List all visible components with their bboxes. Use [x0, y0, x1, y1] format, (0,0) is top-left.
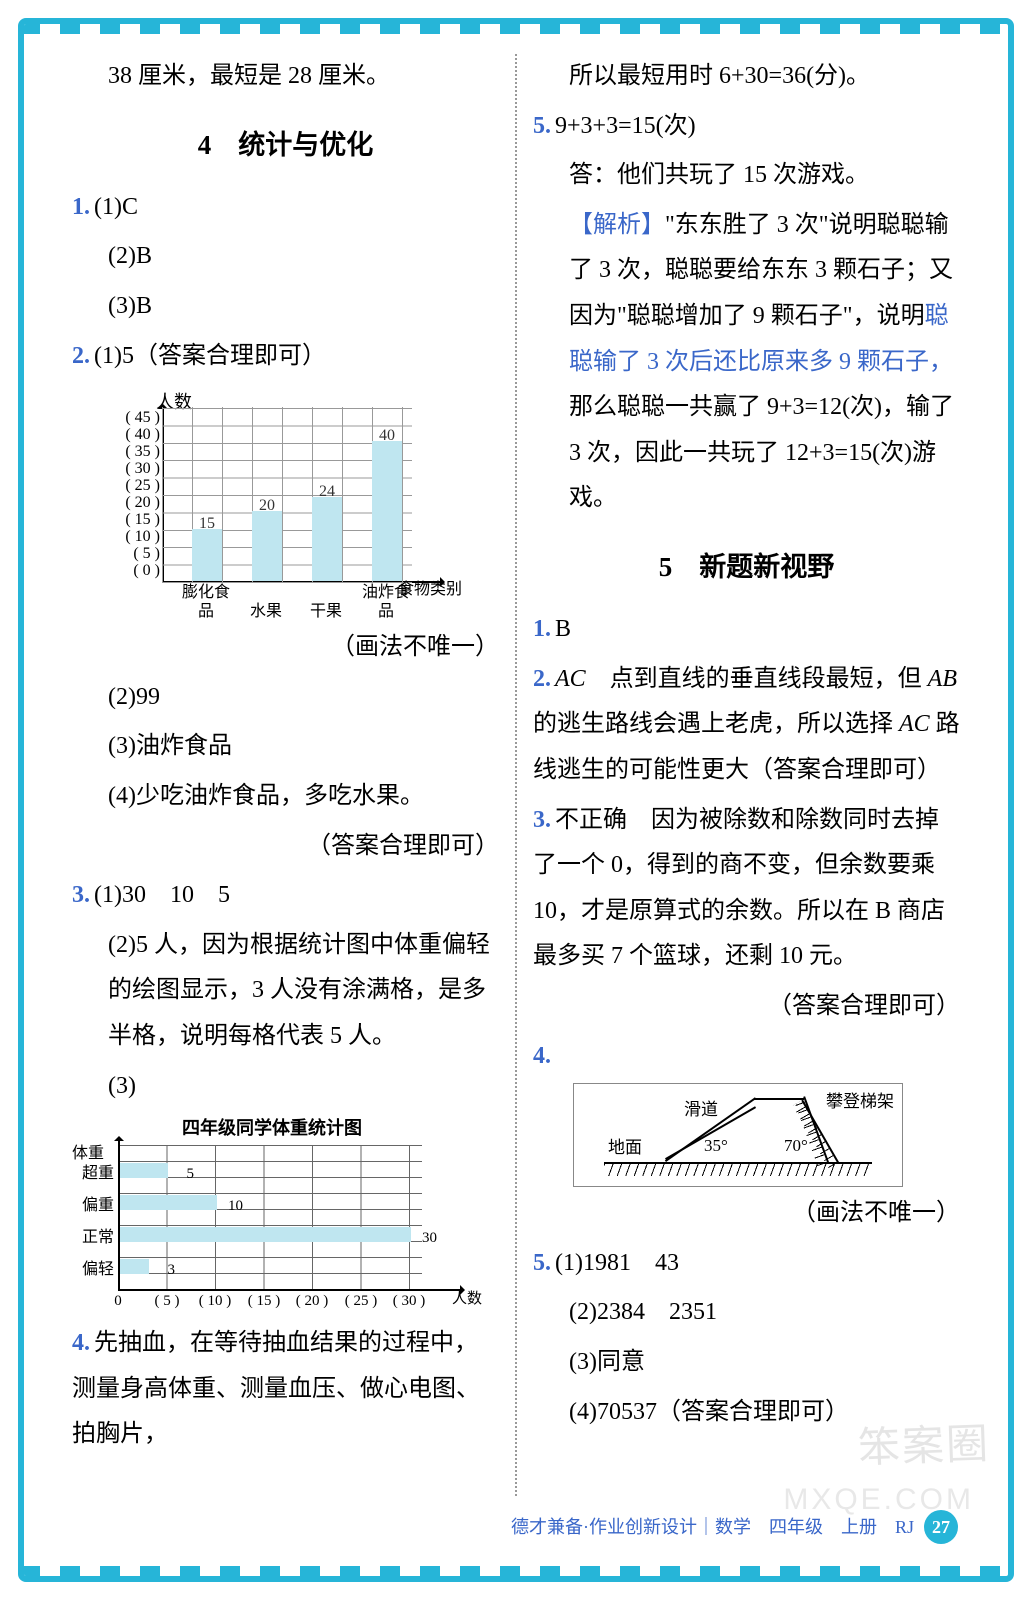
qnum-s5-3: 3.	[533, 807, 551, 833]
dia-angle-70: 70°	[784, 1130, 808, 1162]
q4: 4.先抽血，在等待抽血结果的过程中，测量身高体重、测量血压、做心电图、拍胸片，	[72, 1321, 499, 1458]
q2-note1: （画法不唯一）	[72, 625, 499, 671]
section-4-title: 4 统计与优化	[72, 120, 499, 171]
cat-1: 膨化食品	[176, 583, 236, 621]
q3-3: (3)	[72, 1064, 499, 1110]
analysis-label: 【解析】	[569, 212, 665, 238]
dia-angle-35: 35°	[704, 1130, 728, 1162]
s5q3: 3.不正确 因为被除数和除数同时去掉了一个 0，得到的商不变，但余数要乘 10，…	[533, 798, 960, 980]
hbar-1: 5	[120, 1163, 168, 1178]
xt-4: ( 20 )	[296, 1287, 329, 1316]
bar-2: 20	[252, 511, 282, 581]
left-column: 38 厘米，最短是 28 厘米。 4 统计与优化 1.(1)C (2)B (3)…	[58, 54, 513, 1496]
qnum-1: 1.	[72, 194, 90, 220]
q1-3: (3)B	[72, 284, 499, 330]
qnum-s5-2: 2.	[533, 666, 551, 692]
s5q1: 1.B	[533, 607, 960, 653]
s5q4: 4.	[533, 1034, 960, 1080]
footer-text: 德才兼备·作业创新设计｜数学 四年级 上册 RJ	[511, 1510, 914, 1544]
cont-text: 所以最短用时 6+30=36(分)。	[533, 54, 960, 100]
section-5-title: 5 新题新视野	[533, 542, 960, 593]
chart2-xlabel: 人数	[452, 1285, 482, 1314]
q5-ans: 答：他们共玩了 15 次游戏。	[533, 153, 960, 199]
q3-chart: 四年级同学体重统计图 体重 超重 偏重 正常 偏轻 5 10 30 3 0 ( …	[72, 1115, 472, 1315]
q2-note2: （答案合理即可）	[72, 824, 499, 870]
bar-1: 15	[192, 529, 222, 581]
hbar-4: 3	[120, 1259, 149, 1274]
dia-label-climb: 攀登梯架	[826, 1086, 894, 1118]
qnum-3: 3.	[72, 882, 90, 908]
hbar-3: 30	[120, 1227, 411, 1242]
q2-3: (3)油炸食品	[72, 724, 499, 770]
xt-5: ( 25 )	[345, 1287, 378, 1316]
q1-2: (2)B	[72, 234, 499, 280]
dia-label-slide: 滑道	[684, 1094, 718, 1126]
s5q5-2: (2)2384 2351	[533, 1290, 960, 1336]
s5q3-note: （答案合理即可）	[533, 984, 960, 1030]
s5q5-3: (3)同意	[533, 1340, 960, 1386]
row-2: 偏重	[72, 1191, 114, 1221]
intro-text: 38 厘米，最短是 28 厘米。	[72, 54, 499, 100]
qnum-s5-5: 5.	[533, 1250, 551, 1276]
hbar-2: 10	[120, 1195, 217, 1210]
q2-2: (2)99	[72, 675, 499, 721]
q2-chart: 人数 ( 45 ) ( 40 ) ( 35 ) ( 30 ) ( 25 ) ( …	[102, 387, 499, 617]
xt-1: ( 5 )	[155, 1287, 180, 1316]
q1-1: 1.(1)C	[72, 185, 499, 231]
chart2-title: 四年级同学体重统计图	[72, 1111, 472, 1145]
q2-1: 2.(1)5（答案合理即可）	[72, 334, 499, 380]
bar-4: 40	[372, 441, 402, 581]
cat-3: 干果	[296, 602, 356, 621]
row-3: 正常	[72, 1223, 114, 1253]
row-4: 偏轻	[72, 1255, 114, 1285]
page-number: 27	[924, 1510, 958, 1544]
qnum-s5-4: 4.	[533, 1043, 551, 1069]
cat-2: 水果	[236, 602, 296, 621]
page-columns: 38 厘米，最短是 28 厘米。 4 统计与优化 1.(1)C (2)B (3)…	[58, 54, 974, 1496]
qnum-2: 2.	[72, 343, 90, 369]
xt-2: ( 10 )	[199, 1287, 232, 1316]
page-frame: 38 厘米，最短是 28 厘米。 4 统计与优化 1.(1)C (2)B (3)…	[18, 18, 1014, 1582]
bar-3: 24	[312, 497, 342, 581]
page-footer: 德才兼备·作业创新设计｜数学 四年级 上册 RJ 27	[24, 1510, 1008, 1544]
s5q5-1: 5.(1)1981 43	[533, 1241, 960, 1287]
xt-0: 0	[114, 1287, 122, 1316]
dia-label-ground: 地面	[608, 1132, 642, 1164]
qnum-s5-1: 1.	[533, 616, 551, 642]
xt-3: ( 15 )	[248, 1287, 281, 1316]
q2-4: (4)少吃油炸食品，多吃水果。	[72, 774, 499, 820]
s5q4-diagram: 滑道 攀登梯架 地面 35° 70°	[573, 1083, 903, 1187]
xt-6: ( 30 )	[393, 1287, 426, 1316]
qnum-5: 5.	[533, 113, 551, 139]
s5q4-note: （画法不唯一）	[533, 1191, 960, 1237]
right-column: 所以最短用时 6+30=36(分)。 5.9+3+3=15(次) 答：他们共玩了…	[519, 54, 974, 1496]
ytick: ( 0 )	[102, 556, 160, 586]
s5q5-4: (4)70537（答案合理即可）	[533, 1390, 960, 1436]
q3-2: (2)5 人，因为根据统计图中体重偏轻的绘图显示，3 人没有涂满格，是多半格，说…	[72, 923, 499, 1060]
row-1: 超重	[72, 1159, 114, 1189]
q5-analysis: 【解析】"东东胜了 3 次"说明聪聪输了 3 次，聪聪要给东东 3 颗石子；又因…	[533, 203, 960, 522]
q5-eq: 5.9+3+3=15(次)	[533, 104, 960, 150]
qnum-4: 4.	[72, 1330, 90, 1356]
s5q2: 2.AC AC 点到直线的垂直线段最短，但 AB 的逃生路线会遇上老虎，所以选择…	[533, 657, 960, 794]
column-divider	[515, 54, 517, 1496]
q3-1: 3.(1)30 10 5	[72, 873, 499, 919]
chart1-xlabel: 食物类别	[398, 575, 462, 605]
